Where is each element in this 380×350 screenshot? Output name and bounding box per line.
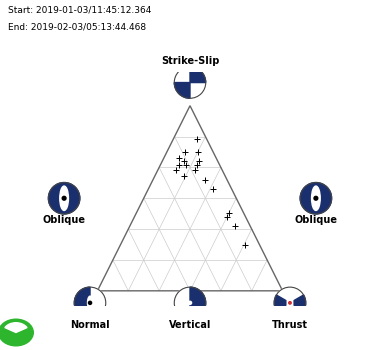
- Circle shape: [289, 302, 291, 304]
- Circle shape: [62, 196, 66, 200]
- Circle shape: [48, 182, 80, 214]
- Text: Normal: Normal: [70, 320, 110, 329]
- Wedge shape: [174, 83, 190, 98]
- Circle shape: [314, 196, 318, 200]
- Circle shape: [74, 287, 106, 318]
- Wedge shape: [190, 287, 206, 318]
- Wedge shape: [290, 295, 306, 311]
- Text: End: 2019-02-03/05:13:44.468: End: 2019-02-03/05:13:44.468: [8, 23, 146, 32]
- Circle shape: [0, 319, 33, 346]
- Ellipse shape: [60, 186, 68, 210]
- Circle shape: [188, 301, 192, 304]
- Ellipse shape: [87, 296, 93, 309]
- Text: Oblique: Oblique: [43, 215, 86, 225]
- Circle shape: [174, 287, 206, 318]
- Circle shape: [174, 67, 206, 98]
- Circle shape: [89, 301, 92, 304]
- Ellipse shape: [312, 186, 320, 210]
- Text: Start: 2019-01-03/11:45:12.364: Start: 2019-01-03/11:45:12.364: [8, 5, 151, 14]
- Text: Strike-Slip: Strike-Slip: [161, 56, 219, 66]
- Wedge shape: [300, 182, 332, 214]
- Wedge shape: [190, 67, 206, 83]
- Wedge shape: [74, 287, 90, 318]
- Text: Oblique: Oblique: [294, 215, 337, 225]
- Circle shape: [300, 182, 332, 214]
- Wedge shape: [48, 182, 80, 214]
- Circle shape: [274, 287, 306, 318]
- Text: Thrust: Thrust: [272, 320, 308, 329]
- Wedge shape: [274, 295, 290, 311]
- Wedge shape: [5, 323, 27, 332]
- Ellipse shape: [287, 290, 293, 315]
- Text: Vertical: Vertical: [169, 320, 211, 329]
